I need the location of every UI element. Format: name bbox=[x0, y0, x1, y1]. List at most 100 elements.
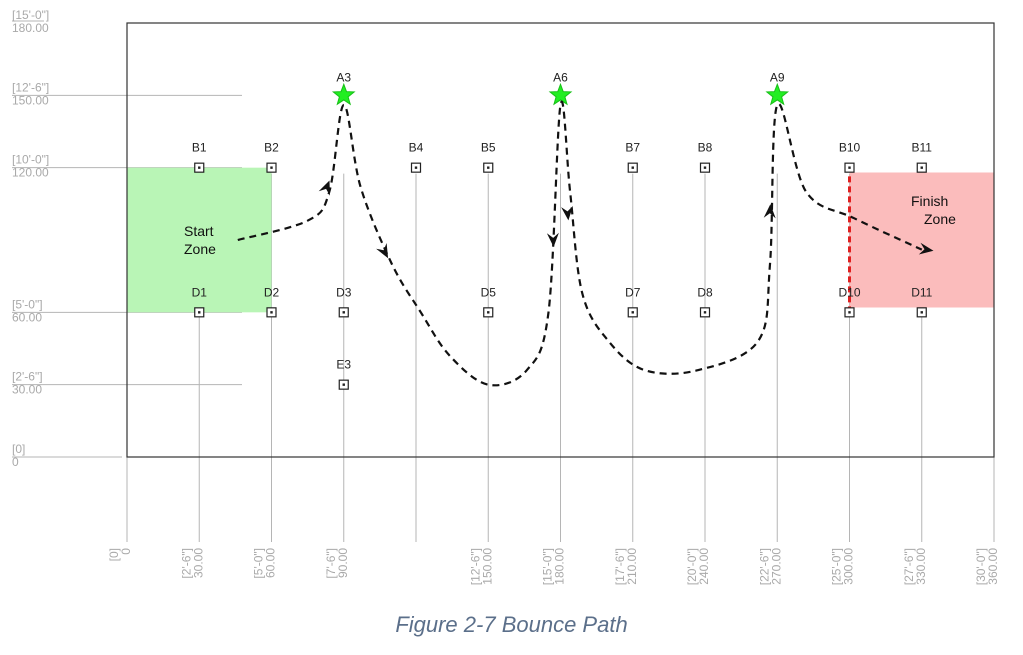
y-tick-label-in: 60.00 bbox=[12, 310, 42, 324]
cone-marker-center bbox=[631, 166, 634, 169]
x-tick-label: [0]0 bbox=[107, 548, 133, 562]
cone-marker-label: B5 bbox=[481, 141, 496, 155]
x-tick-label-in: 60.00 bbox=[264, 548, 278, 578]
x-tick-label-ft: [5'-0"] bbox=[252, 548, 266, 579]
y-tick-label-in: 120.00 bbox=[12, 166, 49, 180]
cone-marker-center bbox=[342, 383, 345, 386]
finish-zone-label-line2: Zone bbox=[924, 211, 956, 227]
x-tick-label: [20'-0"]240.00 bbox=[685, 548, 711, 586]
y-tick-label-in: 0 bbox=[12, 455, 19, 469]
zone-layer bbox=[127, 167, 994, 313]
cone-marker-label: D8 bbox=[697, 285, 713, 299]
axis-label-layer: [0]0 [2'-6"]30.00 [5'-0"]60.00 [7'-6"]90.00… bbox=[12, 8, 1000, 585]
cone-marker-label: D10 bbox=[838, 285, 860, 299]
star-marker-label: A9 bbox=[770, 70, 785, 84]
x-tick-label: [7'-6"]90.00 bbox=[324, 548, 350, 579]
y-tick-label-ft: [2'-6"] bbox=[12, 370, 43, 384]
cone-marker-label: D11 bbox=[911, 285, 932, 299]
cone-marker-label: D5 bbox=[481, 285, 497, 299]
cone-marker-label: B8 bbox=[698, 141, 713, 155]
x-tick-label-in: 0 bbox=[119, 548, 133, 555]
path-arrowhead bbox=[763, 204, 776, 219]
cone-marker-label: B1 bbox=[192, 141, 207, 155]
cone-marker-label: E3 bbox=[336, 358, 351, 372]
x-tick-label-ft: [30'-0"] bbox=[974, 548, 988, 585]
x-tick-label-in: 30.00 bbox=[191, 548, 205, 578]
x-tick-label: [27'-6"]330.00 bbox=[902, 548, 928, 586]
cone-marker-center bbox=[270, 311, 273, 314]
x-tick-label-ft: [22'-6"] bbox=[757, 548, 771, 585]
cone-marker-label: D2 bbox=[264, 285, 280, 299]
star-marker-label: A6 bbox=[553, 70, 568, 84]
cone-marker-center bbox=[342, 311, 345, 314]
star-marker-label: A3 bbox=[336, 70, 351, 84]
x-tick-label-ft: [17'-6"] bbox=[613, 548, 627, 585]
x-tick-label: [5'-0"]60.00 bbox=[252, 548, 278, 579]
cone-marker-center bbox=[487, 311, 490, 314]
x-tick-label-in: 300.00 bbox=[842, 548, 856, 585]
x-tick-label-ft: [2'-6"] bbox=[179, 548, 193, 579]
y-tick-label-in: 180.00 bbox=[12, 21, 49, 35]
x-tick-label-in: 330.00 bbox=[914, 548, 928, 585]
x-tick-label: [15'-0"]180.00 bbox=[541, 548, 567, 586]
cone-marker-center bbox=[198, 311, 201, 314]
x-tick-label-in: 180.00 bbox=[553, 548, 567, 585]
bounce-path-diagram: [0]0 [2'-6"]30.00 [5'-0"]60.00 [7'-6"]90.00… bbox=[12, 8, 1000, 585]
x-tick-label-ft: [7'-6"] bbox=[324, 548, 338, 579]
path-arrowhead bbox=[918, 242, 934, 255]
y-tick-label-in: 30.00 bbox=[12, 383, 42, 397]
x-tick-label-ft: [25'-0"] bbox=[830, 548, 844, 585]
cone-marker-label: B7 bbox=[625, 141, 640, 155]
x-tick-label: [25'-0"]300.00 bbox=[830, 548, 856, 586]
cone-marker-center bbox=[414, 166, 418, 169]
cone-marker-center bbox=[920, 311, 923, 314]
x-tick-label: [12'-6"]150.00 bbox=[468, 548, 494, 586]
x-tick-label: [22'-6"]270.00 bbox=[757, 548, 783, 586]
cone-marker-label: D3 bbox=[336, 285, 352, 299]
x-tick-label-ft: [12'-6"] bbox=[468, 548, 482, 585]
x-tick-label-in: 360.00 bbox=[986, 548, 1000, 585]
path-arrowhead bbox=[561, 205, 573, 221]
cone-marker-label: D1 bbox=[192, 285, 208, 299]
path-layer bbox=[237, 100, 934, 387]
cone-marker-label: B2 bbox=[264, 141, 279, 155]
cone-marker-center bbox=[848, 166, 851, 169]
bounce-path bbox=[237, 100, 923, 387]
cone-marker-center bbox=[631, 311, 634, 314]
finish-zone-label-line1: Finish bbox=[911, 193, 948, 209]
y-tick-label-ft: [12'-6"] bbox=[12, 80, 49, 94]
star-marker bbox=[548, 82, 573, 106]
cone-marker-center bbox=[270, 166, 273, 169]
cone-marker-label: B11 bbox=[912, 141, 933, 155]
field-border bbox=[126, 22, 995, 458]
x-tick-label-in: 150.00 bbox=[480, 548, 494, 585]
cone-marker-label: B10 bbox=[839, 141, 861, 155]
x-tick-label-in: 270.00 bbox=[769, 548, 783, 585]
figure-caption: Figure 2-7 Bounce Path bbox=[395, 612, 628, 637]
cone-marker-center bbox=[703, 311, 707, 314]
y-tick-label-ft: [10'-0"] bbox=[12, 153, 49, 167]
start-zone-label-line1: Start bbox=[184, 223, 214, 239]
x-tick-label-ft: [20'-0"] bbox=[685, 548, 699, 585]
path-arrowhead bbox=[376, 243, 389, 259]
star-marker bbox=[331, 82, 356, 106]
x-tick-label-in: 210.00 bbox=[625, 548, 639, 585]
y-tick-label-ft: [5'-0"] bbox=[12, 297, 43, 311]
cone-marker-center bbox=[920, 166, 923, 169]
y-tick-label-ft: [15'-0"] bbox=[12, 8, 49, 22]
x-tick-label-in: 240.00 bbox=[697, 548, 711, 585]
x-tick-label: [30'-0"]360.00 bbox=[974, 548, 1000, 586]
cone-marker-center bbox=[848, 311, 851, 314]
start-zone-label-line2: Zone bbox=[184, 241, 216, 257]
y-tick-label-in: 150.00 bbox=[12, 93, 49, 107]
cone-marker-label: B4 bbox=[409, 141, 424, 155]
cone-marker-center bbox=[198, 166, 201, 169]
x-tick-label-ft: [0] bbox=[107, 548, 121, 561]
path-arrowhead bbox=[318, 180, 330, 196]
x-tick-label-in: 90.00 bbox=[336, 548, 350, 578]
finish-zone bbox=[849, 172, 994, 308]
x-tick-label-ft: [27'-6"] bbox=[902, 548, 916, 585]
star-marker bbox=[765, 82, 790, 106]
y-tick-label-ft: [0] bbox=[12, 442, 25, 456]
cone-marker-label: D7 bbox=[625, 285, 641, 299]
